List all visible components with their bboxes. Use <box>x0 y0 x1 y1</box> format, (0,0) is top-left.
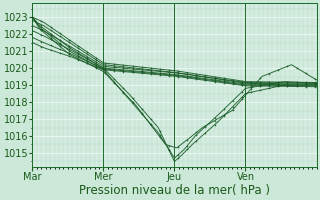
X-axis label: Pression niveau de la mer( hPa ): Pression niveau de la mer( hPa ) <box>79 184 270 197</box>
